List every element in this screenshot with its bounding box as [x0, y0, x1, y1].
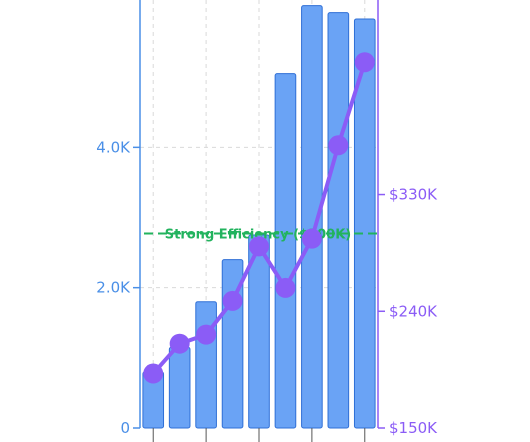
line-point: [222, 290, 243, 311]
left-axis-tick-label: 4.0K: [96, 138, 131, 156]
bar: [327, 12, 350, 429]
line-point: [249, 236, 269, 257]
bar: [274, 73, 297, 429]
line-point: [301, 228, 322, 249]
bar-series: [142, 5, 376, 429]
line-point: [354, 52, 375, 73]
right-axis-tick-label: $240K: [389, 302, 438, 320]
line-series: [143, 52, 375, 384]
bar: [168, 346, 191, 429]
left-axis-tick-label: 0: [120, 419, 130, 437]
line-point: [328, 135, 349, 156]
line-point: [275, 277, 296, 298]
bar: [195, 301, 217, 429]
line-point: [143, 363, 164, 384]
axes: 0 2.0K 4.0K $150K $240K $330K: [96, 0, 438, 442]
right-axis-tick-label: $330K: [389, 186, 438, 204]
right-axis-tick-label: $150K: [389, 419, 438, 437]
left-axis-tick-label: 2.0K: [96, 279, 131, 297]
line-point: [196, 324, 217, 345]
line-point: [169, 333, 190, 354]
